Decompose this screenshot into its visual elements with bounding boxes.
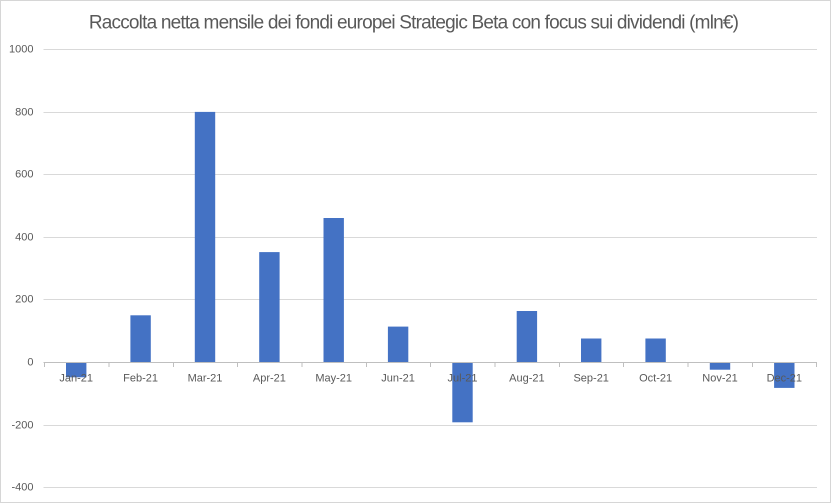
svg-text:-400: -400 (11, 482, 33, 494)
svg-text:400: 400 (15, 232, 33, 244)
svg-text:1000: 1000 (9, 44, 33, 56)
svg-text:Feb-21: Feb-21 (123, 373, 158, 385)
svg-text:Jul-21: Jul-21 (448, 373, 478, 385)
svg-text:Nov-21: Nov-21 (702, 373, 737, 385)
svg-text:Aug-21: Aug-21 (509, 373, 544, 385)
svg-text:200: 200 (15, 294, 33, 306)
svg-text:-200: -200 (11, 420, 33, 432)
svg-text:Raccolta netta mensile dei fon: Raccolta netta mensile dei fondi europei… (89, 13, 739, 34)
svg-text:800: 800 (15, 107, 33, 119)
svg-text:Oct-21: Oct-21 (639, 373, 672, 385)
svg-text:Sep-21: Sep-21 (573, 373, 608, 385)
svg-text:0: 0 (27, 357, 33, 369)
svg-text:Jun-21: Jun-21 (381, 373, 415, 385)
svg-text:Mar-21: Mar-21 (188, 373, 223, 385)
svg-text:Dec-21: Dec-21 (767, 373, 802, 385)
svg-text:Jan-21: Jan-21 (59, 373, 93, 385)
svg-text:Apr-21: Apr-21 (253, 373, 286, 385)
svg-text:600: 600 (15, 169, 33, 181)
svg-text:May-21: May-21 (315, 373, 352, 385)
